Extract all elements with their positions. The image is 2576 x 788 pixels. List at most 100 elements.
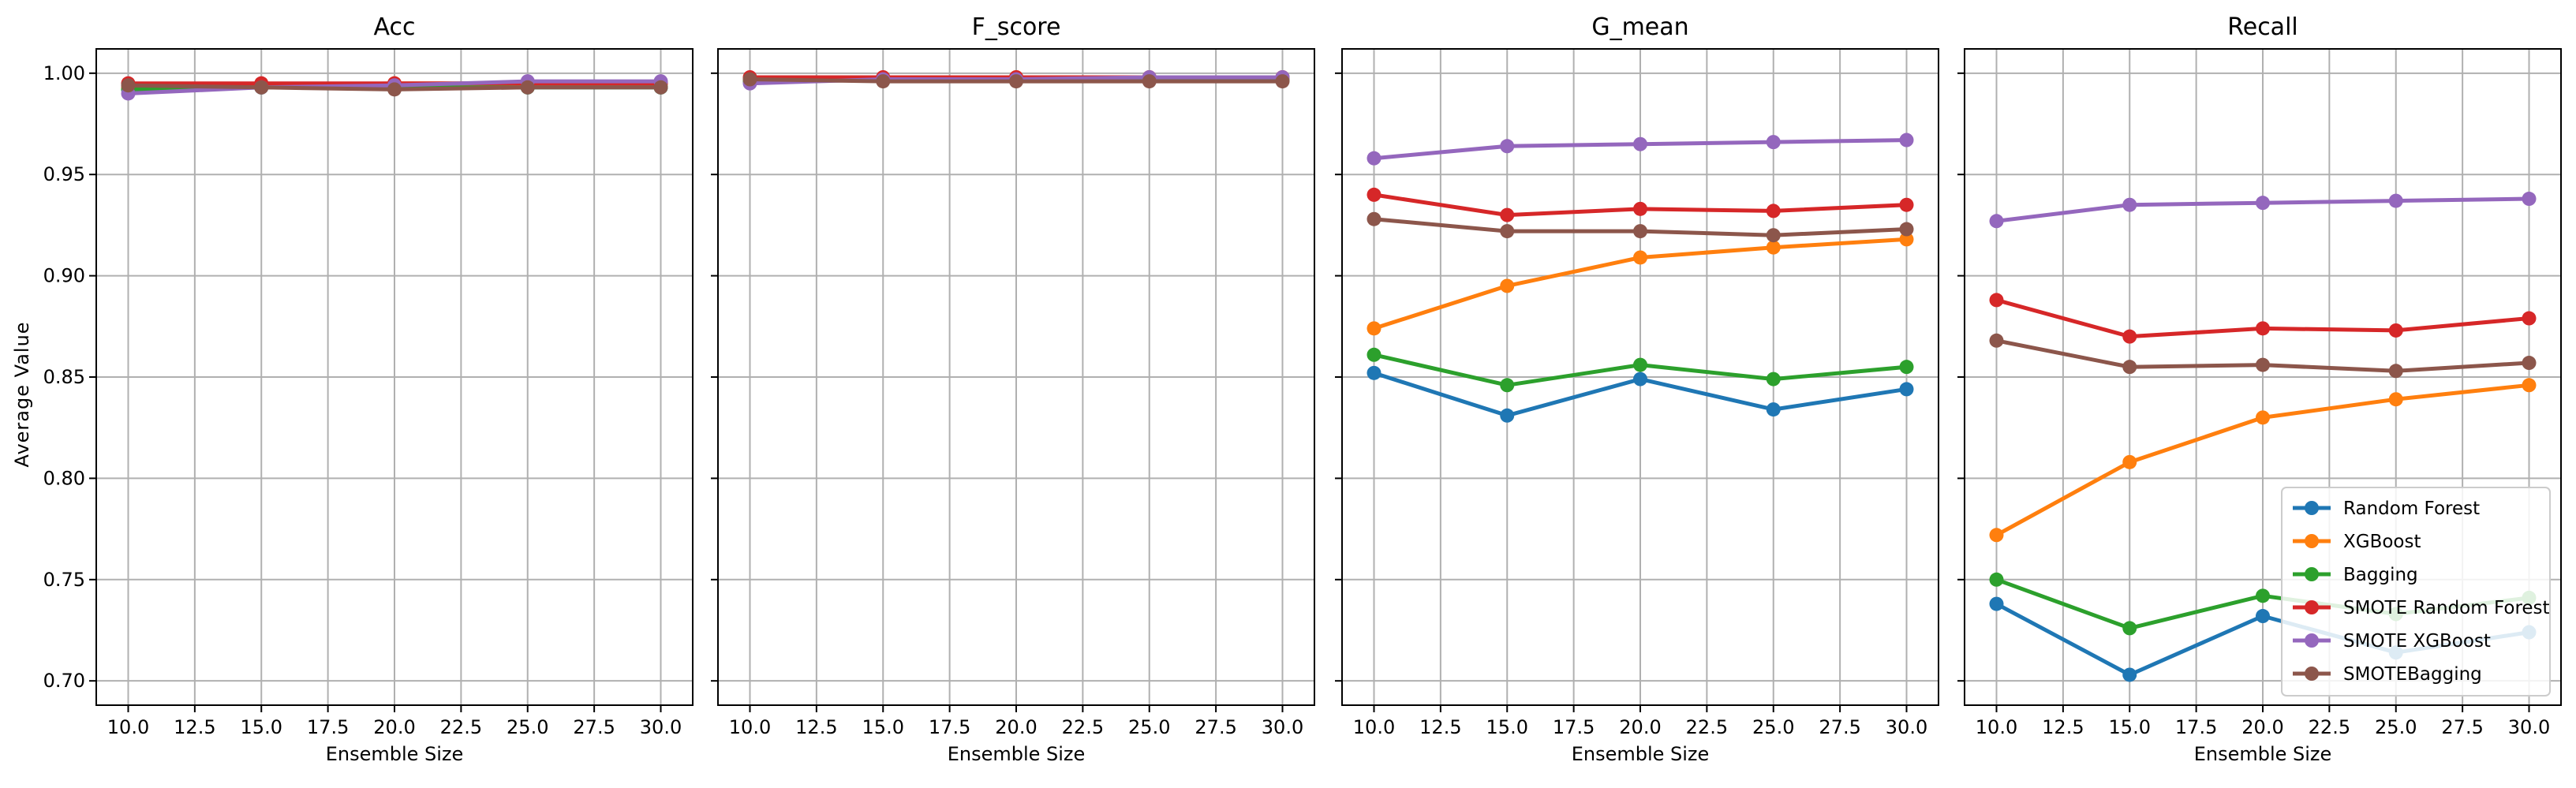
data-point [1766, 240, 1781, 255]
x-tick-label: 27.5 [1195, 716, 1236, 738]
data-point [653, 80, 668, 95]
panel-g-mean: 10.0 12.5 15.0 17.5 20.0 22.5 25.0 27.5 30.0 G_me… [1335, 13, 1939, 765]
data-point [387, 82, 402, 97]
data-point [2122, 329, 2137, 344]
legend-label: Bagging [2343, 565, 2418, 585]
data-point [2256, 588, 2270, 603]
data-point [2522, 356, 2537, 371]
plot-frame [95, 48, 694, 706]
x-tick-label: 30.0 [640, 716, 682, 738]
legend-swatch-marker [2305, 600, 2319, 614]
data-point [2388, 364, 2403, 379]
data-point [1633, 224, 1647, 239]
legend: Random Forest XGBoost Bagging SMOTE Random … [2281, 487, 2551, 697]
data-point [2256, 609, 2270, 624]
x-tick-label: 12.5 [2042, 716, 2084, 738]
data-point [1989, 333, 2004, 348]
data-point [2522, 192, 2537, 207]
legend-item: SMOTE Random Forest [2293, 598, 2550, 618]
data-point [1500, 378, 1515, 393]
data-point [1500, 408, 1515, 423]
panel-title: Recall [2227, 13, 2298, 41]
data-point [2122, 454, 2137, 469]
data-point [2256, 321, 2270, 336]
y-tick-label: 0.80 [43, 467, 85, 489]
x-tick-label: 17.5 [929, 716, 970, 738]
data-point [1367, 187, 1381, 202]
data-point [1899, 382, 1914, 397]
data-point [2522, 378, 2537, 393]
data-point [121, 78, 136, 93]
data-point [2388, 323, 2403, 338]
legend-swatch-marker [2305, 534, 2319, 548]
data-point [2256, 410, 2270, 425]
x-tick-label: 17.5 [1553, 716, 1595, 738]
data-point [254, 80, 269, 95]
x-tick-label: 15.0 [1486, 716, 1528, 738]
data-point [1367, 347, 1381, 362]
data-point [1766, 204, 1781, 218]
x-tick-label: 25.0 [1128, 716, 1170, 738]
panel-title: G_mean [1591, 13, 1688, 41]
legend-label: XGBoost [2343, 532, 2421, 552]
x-tick-label: 17.5 [307, 716, 349, 738]
data-point [1142, 74, 1157, 89]
x-tick-label: 10.0 [1976, 716, 2017, 738]
data-point [520, 80, 535, 95]
data-point [876, 74, 891, 89]
data-point [1899, 222, 1914, 237]
data-point [1633, 357, 1647, 372]
data-point [1899, 360, 1914, 375]
x-tick-label: 10.0 [729, 716, 771, 738]
x-tick-label: 27.5 [1819, 716, 1860, 738]
data-point [1367, 365, 1381, 380]
data-point [2122, 197, 2137, 212]
data-point [1500, 278, 1515, 293]
x-tick-label: 20.0 [373, 716, 415, 738]
data-point [1989, 214, 2004, 229]
x-tick-label: 15.0 [862, 716, 904, 738]
x-tick-label: 22.5 [1686, 716, 1728, 738]
data-point [1367, 211, 1381, 226]
x-tick-label: 12.5 [174, 716, 215, 738]
legend-item: Bagging [2293, 565, 2418, 585]
data-point [742, 72, 757, 87]
legend-item: XGBoost [2293, 532, 2421, 552]
x-tick-label: 10.0 [1353, 716, 1395, 738]
data-point [2256, 357, 2270, 372]
data-point [1989, 572, 2004, 587]
x-tick-label: 12.5 [795, 716, 837, 738]
data-point [1633, 136, 1647, 151]
x-axis-label: Ensemble Size [326, 743, 464, 765]
x-tick-label: 30.0 [2508, 716, 2550, 738]
x-tick-label: 20.0 [1619, 716, 1661, 738]
x-tick-label: 20.0 [995, 716, 1037, 738]
legend-item: Random Forest [2293, 499, 2480, 519]
y-tick-label: 0.70 [43, 670, 85, 692]
panel-title: Acc [374, 13, 416, 41]
data-point [1766, 228, 1781, 243]
x-tick-label: 15.0 [2109, 716, 2151, 738]
x-tick-label: 22.5 [2309, 716, 2350, 738]
data-point [1500, 207, 1515, 222]
data-point [1500, 139, 1515, 154]
data-point [1275, 74, 1290, 89]
x-axis-label: Ensemble Size [2194, 743, 2332, 765]
x-tick-label: 25.0 [2375, 716, 2417, 738]
x-tick-label: 17.5 [2175, 716, 2217, 738]
legend-swatch-marker [2305, 501, 2319, 515]
data-point [2122, 621, 2137, 636]
x-tick-label: 25.0 [507, 716, 548, 738]
legend-swatch-marker [2305, 633, 2319, 648]
legend-label: SMOTE Random Forest [2343, 598, 2550, 618]
data-point [1899, 133, 1914, 148]
panel-title: F_score [972, 13, 1061, 41]
data-point [1367, 321, 1381, 336]
y-tick-label: 0.75 [43, 569, 85, 591]
data-point [1367, 151, 1381, 166]
y-tick-label: 0.95 [43, 163, 85, 185]
y-tick-label: 1.00 [43, 62, 85, 84]
data-point [2122, 360, 2137, 375]
data-point [1899, 197, 1914, 212]
